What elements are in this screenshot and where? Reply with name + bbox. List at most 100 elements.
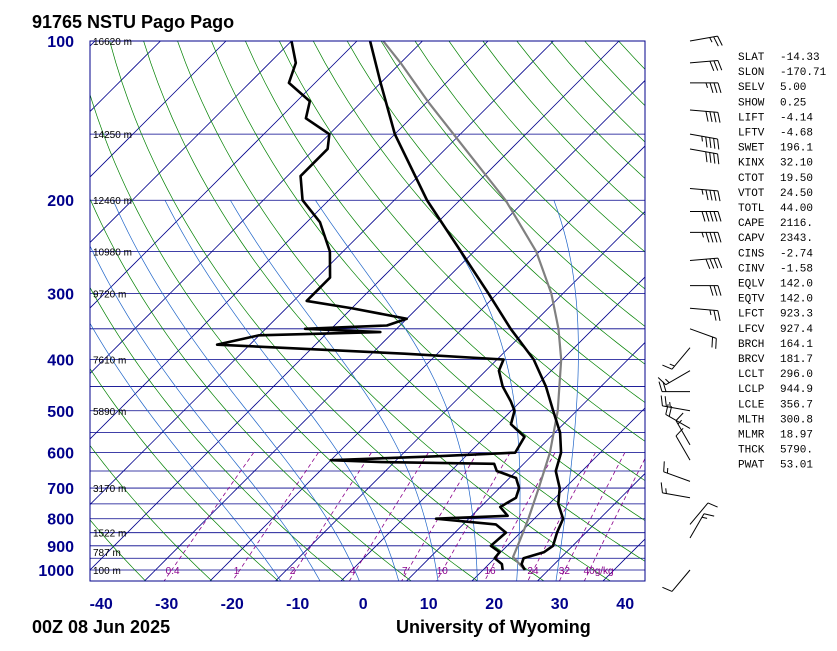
wind-barb-flag <box>715 338 717 349</box>
wind-barb-shaft <box>671 569 691 592</box>
wind-barb <box>689 109 721 123</box>
wind-barb <box>689 513 715 539</box>
wind-barb-flag <box>709 60 715 72</box>
wind-barb-shaft <box>689 257 718 262</box>
background-grid <box>90 41 645 581</box>
index-name: EQLV <box>738 279 765 291</box>
index-name: EQTV <box>738 294 765 306</box>
height-label: 3170 m <box>93 484 126 495</box>
temperature-tick-label: -40 <box>90 596 113 613</box>
index-value: -1.58 <box>780 263 813 275</box>
index-value: 0.25 <box>780 97 806 109</box>
wind-barb-shaft <box>689 307 718 312</box>
dry-adiabat <box>109 41 545 581</box>
index-value: 923.3 <box>780 309 813 321</box>
mixing-ratio-line <box>288 452 372 581</box>
wind-barb-flag <box>705 211 710 222</box>
wind-barb-shaft <box>689 109 718 113</box>
wind-barb <box>689 148 720 165</box>
mixing-ratio-label: 40g/kg <box>584 566 614 577</box>
height-label: 787 m <box>93 548 121 559</box>
wind-barb-shaft <box>689 502 709 525</box>
wind-barb-flag <box>660 482 663 493</box>
moist-adiabat <box>112 200 360 581</box>
height-label: 9720 m <box>93 289 126 300</box>
isotherm-line <box>209 145 645 581</box>
isotherm-line <box>90 41 489 440</box>
pressure-tick-label: 100 <box>47 34 74 51</box>
wind-barb <box>690 285 722 296</box>
mixing-ratio-line <box>527 452 596 581</box>
pressure-tick-label: 900 <box>47 539 74 556</box>
wind-barb-flag <box>660 395 663 406</box>
wind-barb-flag <box>705 189 709 201</box>
isotherm-line <box>90 41 96 47</box>
dry-adiabat <box>90 286 346 581</box>
wind-barb-flag <box>662 586 673 592</box>
dry-adiabat <box>380 41 645 327</box>
wind-barb <box>675 412 691 446</box>
pressure-axis: 100 200 300 400 500 600 700 800 900 1000 <box>38 34 74 580</box>
wind-barb-flag <box>713 310 717 321</box>
wind-barb <box>689 328 717 349</box>
moist-adiabat <box>315 200 478 581</box>
wind-barb-flag <box>717 82 722 94</box>
wind-barb <box>690 82 722 94</box>
wind-barb-flag <box>713 285 718 296</box>
wind-barb-shaft <box>671 347 691 370</box>
wind-barb <box>658 381 690 393</box>
wind-barb-flag <box>717 112 721 123</box>
wind-barb-shaft <box>689 148 718 155</box>
index-name: PWAT <box>738 460 765 472</box>
height-label: 1522 m <box>93 529 126 540</box>
wind-barb-flag <box>717 310 721 321</box>
wind-barb-flag <box>705 151 708 163</box>
wind-barb <box>665 404 691 429</box>
wind-barb-shaft <box>689 59 718 64</box>
isotherm-line <box>90 41 292 244</box>
wind-barb <box>689 35 723 47</box>
wind-barb-flag <box>713 111 717 123</box>
index-value: 164.1 <box>780 339 813 351</box>
mixing-ratio-label: 0.4 <box>166 566 180 577</box>
index-name: BRCH <box>738 339 764 351</box>
isotherm-line <box>90 41 554 506</box>
height-label: 5890 m <box>93 407 126 418</box>
wind-barb-flag <box>717 153 720 165</box>
observation-time: 00Z 08 Jun 2025 <box>32 617 170 637</box>
wind-barb-half-flag <box>701 232 704 238</box>
wind-barb-shaft <box>689 328 717 339</box>
wind-barb-flag <box>717 211 722 222</box>
index-name: KINX <box>738 158 765 170</box>
wind-barb-flag <box>675 427 684 437</box>
mixing-ratio-line <box>401 452 478 581</box>
isotherm-line <box>90 41 358 309</box>
wind-barb-shaft <box>689 187 718 192</box>
dry-adiabat <box>448 41 645 253</box>
wind-barb-flag <box>664 396 667 407</box>
pressure-tick-label: 800 <box>47 512 74 529</box>
dewpoint-line <box>215 41 526 571</box>
temperature-tick-label: -10 <box>286 596 309 613</box>
wind-barb-flag <box>705 232 710 243</box>
wind-barb-flag <box>658 381 663 392</box>
wind-barb-flag <box>705 111 709 122</box>
temperature-tick-label: 30 <box>551 596 569 613</box>
wind-barb-shaft <box>663 471 691 482</box>
dry-adiabat <box>211 41 645 522</box>
dry-adiabat <box>278 41 645 442</box>
index-value: 5790. <box>780 445 813 457</box>
sounding-indices: SLAT -14.33 SLON -170.71 SELV 5.00 SHOW 0.25 LIF… <box>738 52 827 472</box>
mixing-ratio-line <box>232 452 319 581</box>
moist-adiabat <box>426 200 521 581</box>
index-name: LCLP <box>738 384 765 396</box>
wind-barb-half-flag <box>701 189 704 195</box>
dry-adiabat <box>143 41 611 581</box>
height-label: 10980 m <box>93 248 132 259</box>
wind-barb-flag <box>713 211 718 222</box>
moist-adiabat <box>90 322 282 581</box>
moist-adiabat <box>553 200 579 581</box>
wind-barb-flag <box>717 35 723 46</box>
wind-barb-flag <box>709 258 715 269</box>
